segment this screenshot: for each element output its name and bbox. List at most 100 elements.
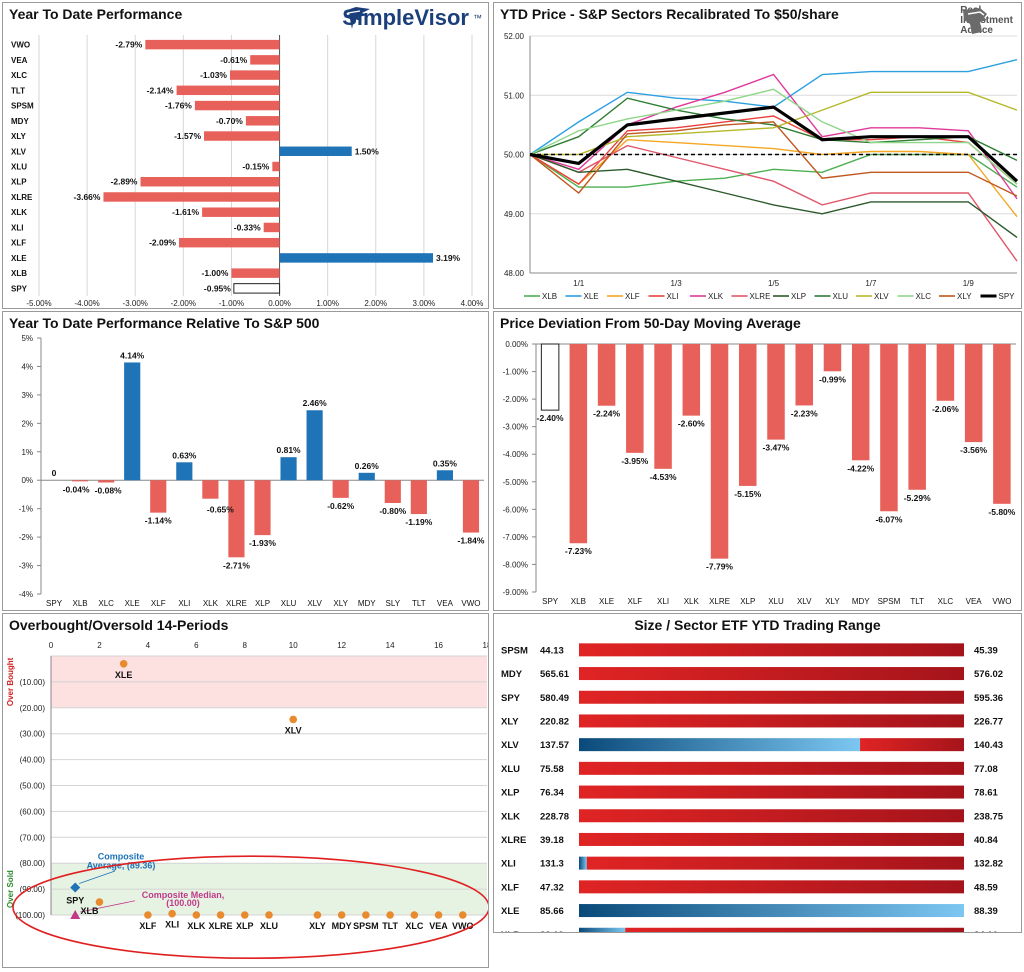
relative-y-tick-label: 4% <box>21 362 33 371</box>
spy-average-marker <box>70 882 81 893</box>
ob-x-tick-label: 14 <box>386 641 395 650</box>
range-ticker-label: XLY <box>501 716 519 727</box>
range-bar-red <box>579 667 964 681</box>
ob-point <box>192 911 201 919</box>
relative-value-label: -0.04% <box>63 484 90 494</box>
ob-point <box>337 911 346 919</box>
range-ticker-label: XLRE <box>501 835 526 846</box>
overbought-oversold-title: Overbought/Oversold 14-Periods <box>9 617 229 633</box>
ob-point-label: TLT <box>382 921 398 931</box>
deviation-y-tick-label: -3.00% <box>503 423 528 432</box>
ob-x-tick-label: 16 <box>434 641 443 650</box>
range-high-value: 88.39 <box>974 906 998 917</box>
deviation-y-tick-label: 0.00% <box>505 340 528 349</box>
range-low-value: 39.18 <box>540 835 564 846</box>
ob-point-label: MDY <box>332 921 352 931</box>
relative-value-label: -1.84% <box>458 536 485 546</box>
range-bar-red <box>579 880 964 894</box>
ob-point <box>386 911 394 919</box>
deviation-category-label: XLE <box>599 597 614 606</box>
price-series-line <box>529 121 1018 197</box>
ytd-price-title: YTD Price - S&P Sectors Recalibrated To … <box>500 6 839 22</box>
ytd-value-label: -0.61% <box>220 55 247 65</box>
ytd-value-label: -2.89% <box>111 177 138 187</box>
range-high-value: 238.75 <box>974 811 1004 822</box>
ytd-bar <box>145 39 280 50</box>
ytd-value-label: -2.79% <box>115 40 142 50</box>
range-ticker-label: SPSM <box>501 645 528 656</box>
ob-y-tick-label: (70.00) <box>20 833 46 842</box>
ob-point-label: XLK <box>187 921 206 931</box>
ytd-value-label: 1.50% <box>355 146 380 156</box>
oversold-zone-label: Over Sold <box>6 870 15 908</box>
deviation-category-label: XLY <box>825 597 840 606</box>
ob-point <box>240 911 249 919</box>
deviation-category-label: XLP <box>740 597 755 606</box>
range-high-value: 45.39 <box>974 645 998 656</box>
range-bar-red <box>579 832 964 846</box>
ob-point <box>289 715 298 724</box>
ob-y-tick-label: (20.00) <box>20 704 46 713</box>
relative-y-tick-label: 2% <box>21 419 33 428</box>
ytd-value-label: -1.76% <box>165 101 192 111</box>
range-high-value: 226.77 <box>974 716 1003 727</box>
range-high-value: 77.08 <box>974 764 998 775</box>
deviation-value-label: -5.80% <box>988 507 1015 517</box>
ria-logo: Real Investment Advice <box>960 6 1013 36</box>
ytd-value-label: -0.15% <box>242 162 269 172</box>
relative-bar <box>384 480 401 503</box>
ytd-value-label: -2.14% <box>147 85 174 95</box>
price-legend-label: XLP <box>791 292 806 301</box>
price-x-tick-label: 1/9 <box>963 279 975 288</box>
deviation-bar <box>795 344 813 406</box>
ytd-bar <box>263 222 280 233</box>
deviation-y-tick-label: -2.00% <box>503 395 528 404</box>
relative-value-label: 4.14% <box>120 350 145 360</box>
deviation-category-label: TLT <box>910 597 924 606</box>
ytd-bar <box>202 207 280 217</box>
price-legend-label: XLB <box>542 292 557 301</box>
relative-bar <box>176 462 193 481</box>
spy-point-label: SPY <box>66 895 84 905</box>
ytd-x-tick-label: 2.00% <box>364 299 387 308</box>
ytd-category-label: XLRE <box>11 193 33 202</box>
range-high-value: 40.84 <box>974 835 998 846</box>
deviation-value-label: -7.79% <box>706 562 733 572</box>
relative-category-label: MDY <box>358 599 376 608</box>
relative-category-label: XLY <box>333 599 348 608</box>
deviation-bar <box>654 344 672 469</box>
ob-point <box>168 909 176 918</box>
relative-category-label: SLY <box>386 599 401 608</box>
ob-point-label: XLI <box>165 920 179 930</box>
ytd-bar <box>176 85 280 96</box>
deviation-value-label: -5.29% <box>904 493 931 503</box>
relative-value-label: 0.63% <box>172 450 197 460</box>
price-legend-label: XLF <box>625 292 640 301</box>
ob-point-label: XLP <box>236 921 254 931</box>
relative-category-label: XLP <box>255 599 270 608</box>
relative-bar <box>202 480 219 499</box>
relative-bar <box>150 480 167 513</box>
ob-x-tick-label: 2 <box>97 641 102 650</box>
ytd-category-label: XLI <box>11 223 23 232</box>
range-bar-red <box>579 690 964 704</box>
ob-point-label: VEA <box>429 921 448 931</box>
panel-trading-range: SPSM 44.13 45.39 MDY 565.61 576.02 SPY 580.49 59… <box>493 613 1022 933</box>
range-low-value: 44.13 <box>540 645 564 656</box>
deviation-y-tick-label: -5.00% <box>503 478 528 487</box>
price-y-tick-label: 51.00 <box>504 91 525 100</box>
range-bar-red <box>579 785 964 799</box>
ytd-category-label: TLT <box>11 86 25 95</box>
panel-overbought-oversold: (10.00) (20.00) (30.00) (40.00) (50.00) (60.0… <box>2 613 489 968</box>
range-ticker-label: XLV <box>501 740 519 751</box>
deviation-value-label: -4.53% <box>650 472 677 482</box>
ytd-x-tick-label: -3.00% <box>123 299 148 308</box>
ytd-bar <box>231 268 280 278</box>
relative-value-label: -1.14% <box>145 516 172 526</box>
price-series-line <box>529 88 1018 185</box>
trading-range-title: Size / Sector ETF YTD Trading Range <box>634 617 881 633</box>
relative-y-tick-label: 5% <box>21 334 33 343</box>
deviation-bar <box>626 344 644 453</box>
simplevisor-trademark: ™ <box>473 13 482 23</box>
relative-bar <box>72 480 89 482</box>
